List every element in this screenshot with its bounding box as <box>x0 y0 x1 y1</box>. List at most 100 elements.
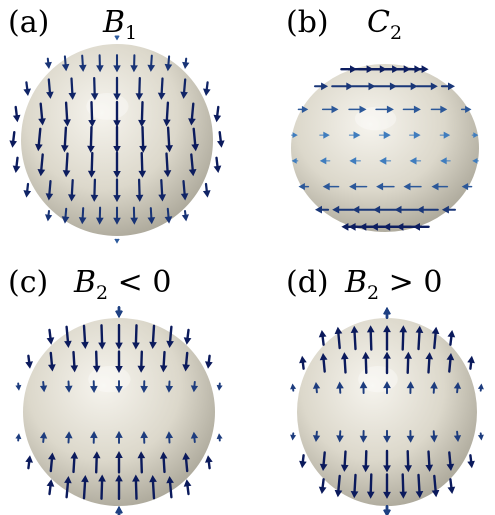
panel-d-arrow-60 <box>425 450 434 472</box>
panel-b-arrow-32 <box>409 131 421 139</box>
panel-c-arrow-43 <box>115 474 123 501</box>
panel-d-arrow-23 <box>336 430 344 443</box>
panel-a-arrow-4 <box>9 130 17 148</box>
panel-d-arrow-43 <box>383 473 391 499</box>
panel-c-arrow-6 <box>25 455 33 470</box>
panel-a-arrow-56 <box>157 77 166 100</box>
panel-c-arrow-33 <box>92 451 101 474</box>
panel-d-arrow-61 <box>415 473 424 499</box>
panel-b-arrow-43 <box>331 82 354 91</box>
panel-d-arrow-7 <box>318 478 327 494</box>
panel-c-arrow-66 <box>190 381 199 393</box>
panel-a-title-symbol: B <box>103 5 126 40</box>
panel-d-arrow-37 <box>383 325 391 351</box>
panel-d-arrow-29 <box>362 351 370 374</box>
panel-d-arrow-73 <box>447 330 456 346</box>
panel-a-arrow-33 <box>90 178 99 202</box>
panel-c-arrow-46 <box>132 324 140 350</box>
panel-c-arrow-48 <box>140 380 148 393</box>
panel-c-title: B2 < 0 <box>74 268 171 303</box>
panel-c-arrow-28 <box>98 324 106 350</box>
panel-b-arrow-21 <box>291 158 299 164</box>
panel-a-arrow-60 <box>158 178 166 202</box>
panel-c-arrow-1 <box>46 328 55 345</box>
panel-c-arrow-32 <box>90 431 98 444</box>
panel-a-arrow-37 <box>113 54 121 73</box>
panel-d-arrow-57 <box>430 381 438 394</box>
panel-b-arrow-36 <box>321 105 339 114</box>
panel-a-arrow-47 <box>135 76 144 101</box>
panel-a-arrow-77 <box>213 156 222 173</box>
panel-c-arrow-51 <box>137 451 146 474</box>
panel-c-arrow-12 <box>39 381 48 393</box>
panel-a-arrow-59 <box>163 152 172 178</box>
panel-c-arrow-65 <box>182 351 190 372</box>
panel-c-arrow-34 <box>98 474 106 500</box>
panel-b-arrow-19 <box>431 182 449 191</box>
panel-d-title-symbol: B <box>345 265 368 300</box>
panel-d-arrow-28 <box>366 325 375 351</box>
panel-a-arrow-30 <box>88 101 96 127</box>
panel-a-arrow-25 <box>78 207 87 225</box>
panel-a-title: B1 <box>103 8 137 43</box>
panel-d-arrow-30 <box>359 381 368 394</box>
panel-d-arrow-66 <box>453 382 462 394</box>
panel-d-arrow-77 <box>477 432 484 441</box>
panel-a-arrow-40 <box>113 125 121 153</box>
panel-d-arrow-14 <box>312 430 321 442</box>
panel-a-arrow-66 <box>188 102 196 126</box>
panel-c-arrow-14 <box>39 431 48 443</box>
panel-d-arrow-47 <box>404 351 412 374</box>
panel-d-arrow-64 <box>431 326 440 350</box>
panel-d-arrow-6 <box>299 454 307 469</box>
panel-c-arrow-52 <box>132 474 140 500</box>
panel-c-arrow-74 <box>205 354 213 369</box>
panel-d-arrow-80 <box>383 507 390 515</box>
panel-a-arrow-73 <box>182 57 190 69</box>
panel-a-arrow-58 <box>165 126 173 153</box>
panel-d-arrow-32 <box>359 430 368 443</box>
panel-c-arrow-25 <box>81 475 89 500</box>
panel-b-arrow-22 <box>319 157 331 165</box>
panel-d-arrow-39 <box>383 381 391 395</box>
panel-b-arrow-35 <box>297 105 309 113</box>
panel-c-arrow-79 <box>183 479 192 496</box>
panel-c-arrow-23 <box>64 431 73 444</box>
panel-d-arrow-59 <box>430 430 438 443</box>
panel-a-arrow-11 <box>46 78 54 99</box>
panel-c-label: (c) <box>8 265 49 300</box>
panel-a-arrow-3 <box>12 105 21 123</box>
panel-a-arrow-6 <box>23 182 32 198</box>
panel-c-arrow-78 <box>205 455 213 470</box>
panel-a-vector-field <box>9 35 225 244</box>
panel-d-sphere <box>297 318 477 506</box>
panel-d-arrow-55 <box>415 325 424 351</box>
panel-d-arrow-15 <box>319 451 328 471</box>
panel-c-arrow-60 <box>159 451 168 474</box>
panel-d-arrow-5 <box>290 432 297 441</box>
panel-c-arrow-80 <box>116 508 123 515</box>
panel-a-arrow-38 <box>113 76 121 101</box>
panel-a-arrow-7 <box>45 209 53 222</box>
panel-a-arrow-5 <box>12 156 21 173</box>
panel-d-arrow-75 <box>477 383 484 392</box>
panel-c-arrow-72 <box>116 308 123 316</box>
panel-a-arrow-31 <box>87 125 95 153</box>
panel-c-arrow-39 <box>115 380 123 394</box>
panel-c-arrow-69 <box>182 452 190 473</box>
panel-d-arrow-52 <box>399 473 408 499</box>
panel-c-arrow-20 <box>70 350 79 373</box>
panel-d-arrow-74 <box>467 355 475 370</box>
panel-d-arrow-78 <box>467 454 475 469</box>
panel-b-arrow-18 <box>403 182 422 191</box>
panel-c-arrow-55 <box>149 324 157 349</box>
panel-d-arrow-19 <box>350 325 359 351</box>
panel-a-arrow-23 <box>62 152 71 178</box>
panel-d-arrow-10 <box>334 326 343 350</box>
panel-b-arrow-44 <box>351 82 376 91</box>
panel-b-arrow-42 <box>313 82 329 91</box>
panel-a-arrow-13 <box>35 127 43 152</box>
panel-c-arrow-75 <box>216 382 223 391</box>
panel-d-arrow-33 <box>362 450 370 473</box>
panel-a-arrow-43 <box>113 206 121 225</box>
